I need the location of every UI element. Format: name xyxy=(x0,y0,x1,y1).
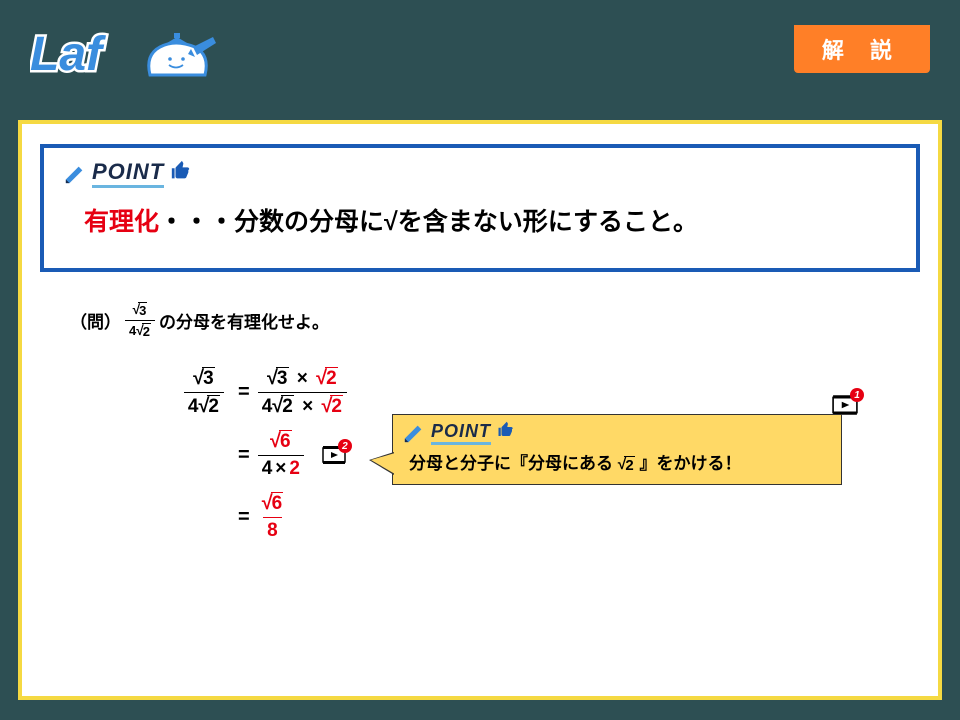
logo: Laf xyxy=(30,20,230,95)
point-label: POINT xyxy=(92,161,164,188)
thumb-icon xyxy=(170,160,192,188)
pencil-icon xyxy=(64,163,86,185)
point-term: 有理化 xyxy=(84,208,159,236)
point-definition: 有理化・・・分数の分母に√を含まない形にすること。 xyxy=(64,202,896,238)
callout-text: 分母と分子に『分母にある √2 』をかける！ xyxy=(403,449,831,474)
problem-fraction: √3 4√2 xyxy=(125,302,155,339)
svg-text:Laf: Laf xyxy=(30,28,106,81)
film-icon-1[interactable]: 1 xyxy=(832,394,858,416)
step-1: √3 4√2 = √3 × √2 4√2 × √2 xyxy=(160,367,920,418)
point-box-main: POINT 有理化・・・分数の分母に√を含まない形にすること。 xyxy=(40,144,920,272)
step-3: = √6 8 xyxy=(160,492,920,542)
callout-point-label: POINT xyxy=(431,422,491,445)
explain-tab: 解 説 xyxy=(794,25,930,73)
point-header: POINT xyxy=(64,160,896,188)
point-callout: POINT 分母と分子に『分母にある √2 』をかける！ xyxy=(392,414,842,485)
content-panel: POINT 有理化・・・分数の分母に√を含まない形にすること。 （問） √3 4… xyxy=(18,120,942,700)
thumb-icon xyxy=(497,421,515,445)
pencil-icon xyxy=(403,422,425,444)
film-icon-2[interactable]: 2 xyxy=(322,445,346,465)
problem-statement: （問） √3 4√2 の分母を有理化せよ。 xyxy=(40,302,920,339)
